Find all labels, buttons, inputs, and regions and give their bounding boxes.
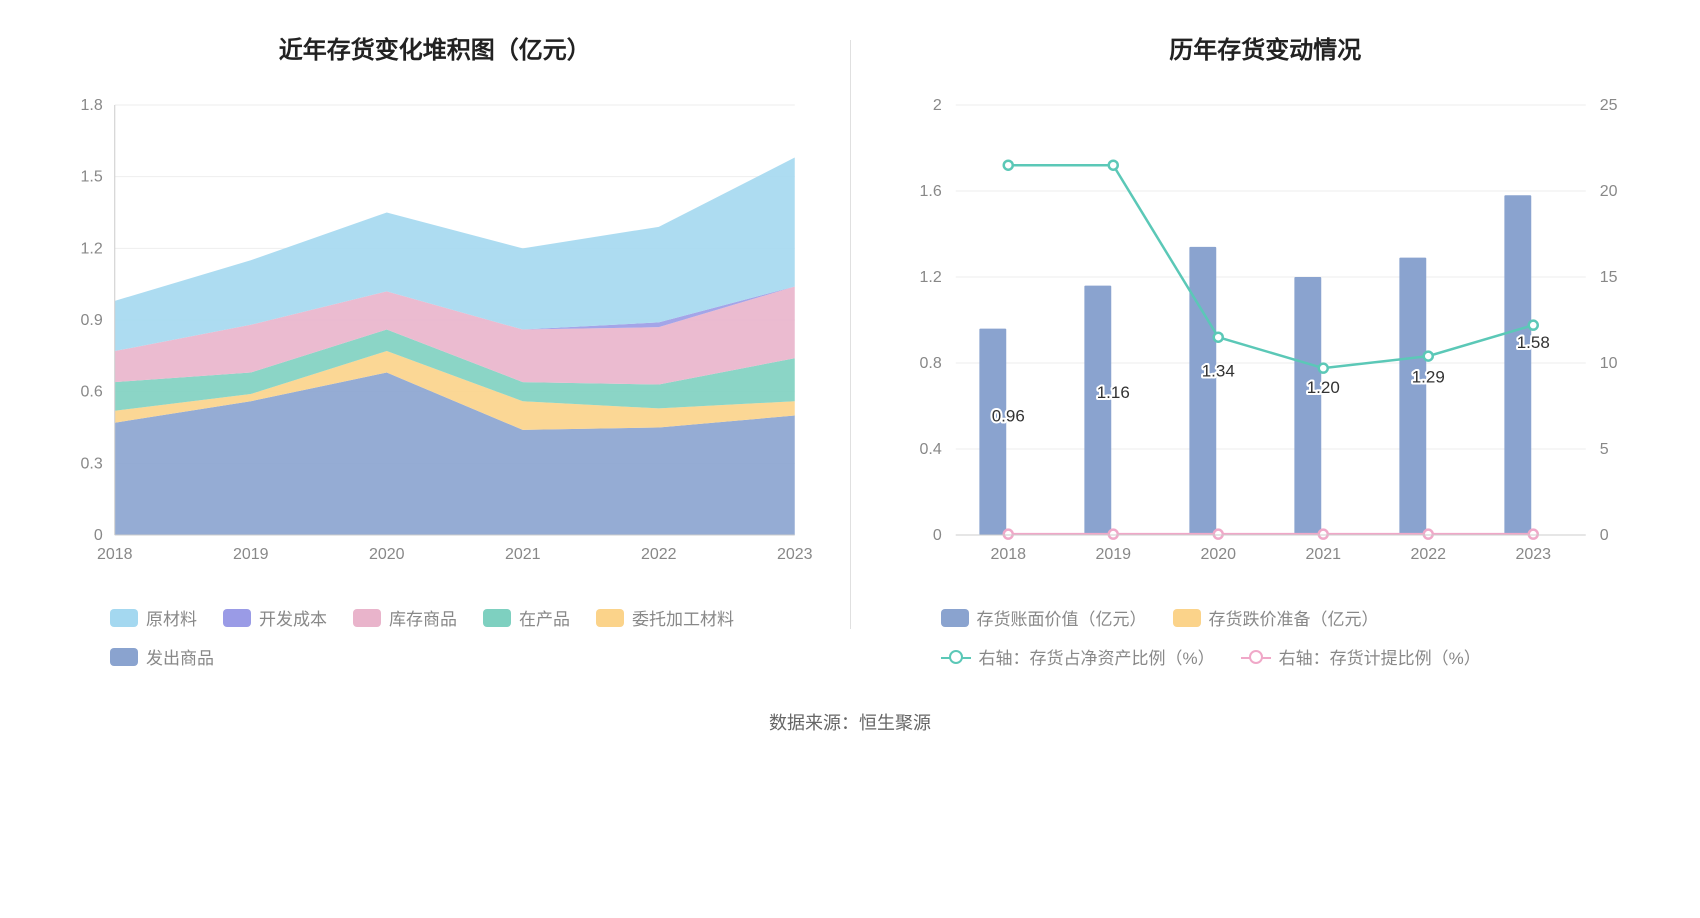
bar-value-label: 1.34	[1201, 362, 1234, 381]
svg-text:1.6: 1.6	[919, 183, 941, 200]
legend-swatch	[110, 609, 138, 627]
bar	[979, 329, 1006, 535]
right-panel: 历年存货变动情况 00.40.81.21.6205101520252018201…	[851, 20, 1681, 669]
svg-text:25: 25	[1599, 97, 1617, 114]
svg-text:2019: 2019	[1095, 546, 1131, 563]
legend-item[interactable]: 原材料	[110, 605, 197, 630]
legend-label: 原材料	[146, 605, 197, 630]
legend-label: 存货账面价值（亿元）	[977, 605, 1147, 630]
line-marker	[1423, 352, 1432, 361]
line-marker	[1528, 530, 1537, 539]
left-legend: 原材料 开发成本 库存商品 在产品 委托加工材料发出商品	[50, 575, 820, 669]
svg-text:2019: 2019	[233, 546, 269, 563]
svg-text:2023: 2023	[1515, 546, 1551, 563]
bar-value-label: 1.20	[1306, 378, 1339, 397]
legend-swatch	[110, 648, 138, 666]
legend-line-icon	[1241, 650, 1271, 664]
line-marker	[1003, 530, 1012, 539]
right-legend: 存货账面价值（亿元） 存货跌价准备（亿元） 右轴：存货占净资产比例（%） 右轴：存货计…	[881, 575, 1651, 669]
legend-item[interactable]: 发出商品	[110, 644, 214, 669]
right-chart-title: 历年存货变动情况	[881, 30, 1651, 65]
legend-swatch	[941, 609, 969, 627]
bar	[1084, 286, 1111, 535]
svg-text:1.8: 1.8	[81, 97, 103, 114]
bar	[1399, 258, 1426, 535]
legend-label: 开发成本	[259, 605, 327, 630]
legend-item[interactable]: 开发成本	[223, 605, 327, 630]
svg-text:0.4: 0.4	[919, 441, 941, 458]
left-chart-title: 近年存货变化堆积图（亿元）	[50, 30, 820, 65]
bar	[1294, 277, 1321, 535]
svg-text:2023: 2023	[777, 546, 813, 563]
svg-text:0.9: 0.9	[81, 312, 103, 329]
bar-value-label: 0.96	[991, 406, 1024, 425]
legend-item[interactable]: 库存商品	[353, 605, 457, 630]
legend-label: 在产品	[519, 605, 570, 630]
legend-swatch	[1173, 609, 1201, 627]
left-panel: 近年存货变化堆积图（亿元） 0 0.3 0.6 0.9 1.2 1.5 1.8 2018 201…	[20, 20, 850, 669]
line-marker	[1318, 530, 1327, 539]
legend-item[interactable]: 存货跌价准备（亿元）	[1173, 605, 1379, 630]
bar-line-chart: 00.40.81.21.6205101520252018201920202021…	[881, 95, 1651, 575]
svg-text:2021: 2021	[1305, 546, 1341, 563]
svg-text:2: 2	[932, 97, 941, 114]
svg-text:5: 5	[1599, 441, 1608, 458]
svg-text:0: 0	[932, 527, 941, 544]
svg-text:0.8: 0.8	[919, 355, 941, 372]
legend-label: 存货跌价准备（亿元）	[1209, 605, 1379, 630]
line-marker	[1318, 364, 1327, 373]
svg-text:2020: 2020	[369, 546, 405, 563]
svg-text:1.2: 1.2	[919, 269, 941, 286]
line-marker	[1213, 333, 1222, 342]
left-chart-area: 0 0.3 0.6 0.9 1.2 1.5 1.8 2018 2019 2020 2021 2022 2…	[50, 95, 820, 575]
legend-label: 右轴：存货占净资产比例（%）	[979, 644, 1215, 669]
svg-text:10: 10	[1599, 355, 1617, 372]
svg-text:2021: 2021	[505, 546, 541, 563]
legend-item[interactable]: 存货账面价值（亿元）	[941, 605, 1147, 630]
charts-container: 近年存货变化堆积图（亿元） 00.30.60.91.21.51.82018201…	[20, 20, 1680, 669]
line-marker	[1108, 530, 1117, 539]
line-marker	[1213, 530, 1222, 539]
bar	[1189, 247, 1216, 535]
legend-label: 委托加工材料	[632, 605, 734, 630]
legend-swatch	[353, 609, 381, 627]
legend-item[interactable]: 右轴：存货占净资产比例（%）	[941, 644, 1215, 669]
legend-swatch	[596, 609, 624, 627]
line-marker	[1003, 161, 1012, 170]
legend-item[interactable]: 右轴：存货计提比例（%）	[1241, 644, 1481, 669]
legend-swatch	[483, 609, 511, 627]
legend-swatch	[223, 609, 251, 627]
legend-item[interactable]: 在产品	[483, 605, 570, 630]
svg-text:2018: 2018	[97, 546, 133, 563]
data-source-label: 数据来源：恒生聚源	[20, 709, 1680, 735]
legend-label: 右轴：存货计提比例（%）	[1279, 644, 1481, 669]
svg-text:15: 15	[1599, 269, 1617, 286]
bar-value-label: 1.16	[1096, 383, 1129, 402]
svg-text:2022: 2022	[1410, 546, 1446, 563]
bar	[1504, 195, 1531, 535]
legend-item[interactable]: 委托加工材料	[596, 605, 734, 630]
svg-text:2020: 2020	[1200, 546, 1236, 563]
stacked-area-chart: 0 0.3 0.6 0.9 1.2 1.5 1.8 2018 2019 2020 2021 2022 2…	[50, 95, 820, 575]
svg-text:1.2: 1.2	[81, 240, 103, 257]
svg-text:20: 20	[1599, 183, 1617, 200]
svg-text:1.5: 1.5	[81, 169, 103, 186]
legend-line-icon	[941, 650, 971, 664]
legend-label: 库存商品	[389, 605, 457, 630]
svg-text:0: 0	[1599, 527, 1608, 544]
line-marker	[1423, 530, 1432, 539]
line-marker	[1528, 321, 1537, 330]
svg-text:0.3: 0.3	[81, 455, 103, 472]
legend-label: 发出商品	[146, 644, 214, 669]
svg-text:2018: 2018	[990, 546, 1026, 563]
bar-value-label: 1.29	[1411, 367, 1444, 386]
bar-value-label: 1.58	[1516, 333, 1549, 352]
line-marker	[1108, 161, 1117, 170]
right-chart-area: 00.40.81.21.6205101520252018201920202021…	[881, 95, 1651, 575]
svg-text:0: 0	[94, 527, 103, 544]
svg-text:2022: 2022	[641, 546, 677, 563]
svg-text:0.6: 0.6	[81, 384, 103, 401]
